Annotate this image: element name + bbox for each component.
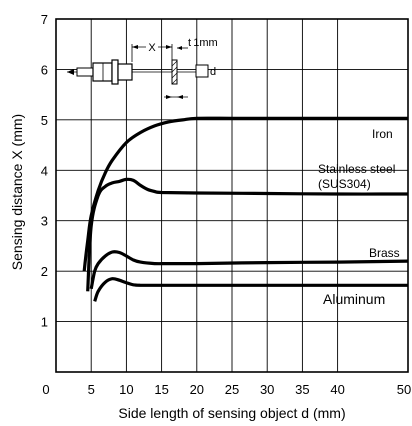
x-axis-label: Side length of sensing object d (mm) [118, 405, 345, 421]
inset-t-label: t 1mm [188, 37, 218, 49]
y-tick-7: 7 [41, 12, 48, 27]
series-label-iron: Iron [372, 127, 393, 141]
plate-hatch-2 [171, 66, 178, 73]
x-tick-50: 50 [397, 382, 411, 397]
t-dim-arrow-head [177, 46, 182, 50]
series-label-stainless-line1: Stainless steel [318, 162, 395, 176]
x-tick-30: 30 [260, 382, 274, 397]
x-tick-35: 35 [295, 382, 309, 397]
x-tick-0: 0 [42, 382, 49, 397]
y-tick-3: 3 [41, 214, 48, 229]
x-label-bg [146, 39, 158, 53]
y-axis-label: Sensing distance X (mm) [9, 114, 25, 270]
sensor-head [117, 63, 133, 81]
sensor-nut [111, 59, 119, 85]
inset-arrow-head [67, 69, 74, 75]
d-dim-arrow-left [177, 95, 183, 99]
plot-frame [55, 18, 409, 373]
y-tick-4: 4 [41, 163, 48, 178]
y-tick-1: 1 [41, 315, 48, 330]
x-tick-40: 40 [330, 382, 344, 397]
series-label-aluminum: Aluminum [323, 291, 385, 307]
plate-hatch-4 [171, 78, 178, 85]
inset-x-label: X [148, 42, 156, 54]
series-label-stainless-steel: Stainless steel (SUS304) [318, 162, 399, 191]
x-tick-15: 15 [154, 382, 168, 397]
y-tick-6: 6 [41, 62, 48, 77]
x-tick-20: 20 [190, 382, 204, 397]
y-tick-labels: 1 2 3 4 5 6 7 [41, 12, 48, 330]
curve-brass [89, 250, 409, 290]
x-tick-10: 10 [119, 382, 133, 397]
y-tick-5: 5 [41, 113, 48, 128]
x-tick-25: 25 [225, 382, 239, 397]
sensor-body [92, 62, 113, 82]
x-dim-arrow-left [132, 45, 138, 49]
x-tick-5: 5 [88, 382, 95, 397]
x-dim-arrow-right [166, 45, 172, 49]
x-tick-labels: 0 5 10 15 20 25 30 35 40 50 [42, 382, 411, 397]
curves [82, 116, 409, 302]
target-side-view [195, 64, 209, 78]
inset-d-label: d [210, 66, 216, 78]
series-label-brass: Brass [369, 246, 400, 260]
y-tick-2: 2 [41, 264, 48, 279]
curve-aluminum [93, 277, 408, 302]
d-dim-arrow-right [166, 95, 172, 99]
sensor-cable [76, 67, 94, 77]
plate-hatch-3 [171, 72, 178, 79]
curve-stainless-steel [86, 177, 409, 292]
plate-hatch-1 [171, 60, 178, 67]
sensor-inset-diagram: X t 1mm d [67, 37, 218, 99]
series-label-stainless-line2: (SUS304) [318, 177, 371, 191]
